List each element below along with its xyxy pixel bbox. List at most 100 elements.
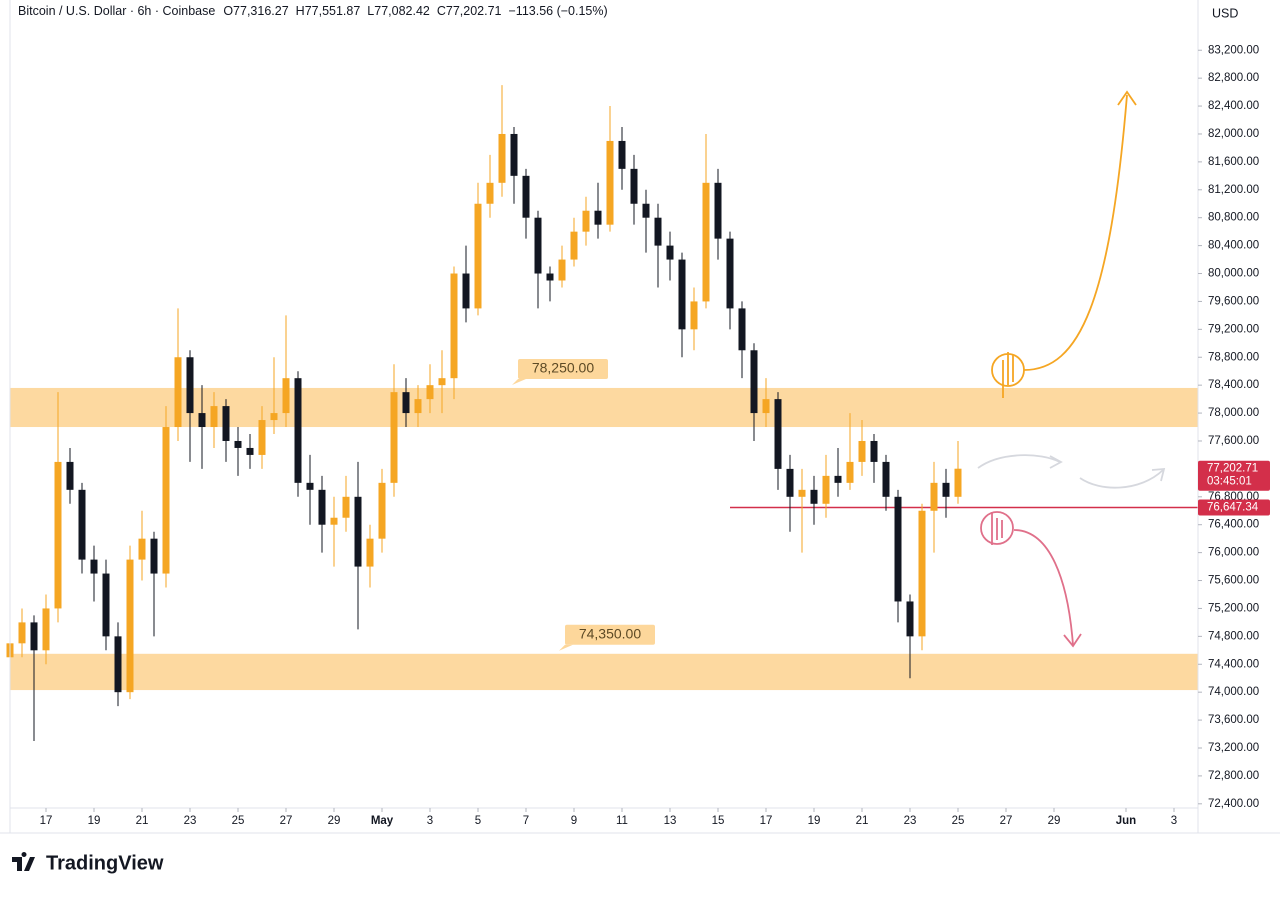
- candle-body: [594, 210, 602, 225]
- x-tick-label: 27: [280, 815, 293, 827]
- grey-arrowhead: [1049, 455, 1063, 469]
- candle-body: [258, 420, 266, 455]
- candle-body: [546, 273, 554, 281]
- candle-body: [942, 482, 950, 497]
- x-tick-label: 19: [808, 815, 821, 827]
- x-tick-label: 17: [760, 815, 773, 827]
- zone-label: 74,350.00: [579, 625, 641, 641]
- y-tick-label: 81,600.00: [1208, 156, 1259, 168]
- candle-body: [954, 468, 962, 497]
- candle-body: [798, 489, 806, 497]
- candle-body: [114, 636, 122, 693]
- y-tick-label: 83,200.00: [1208, 44, 1259, 56]
- candle-body: [42, 608, 50, 651]
- candle-body: [342, 496, 350, 518]
- candle-body: [102, 573, 110, 637]
- y-tick-label: 73,200.00: [1208, 742, 1259, 754]
- ohlc-value: 77,551.87: [305, 4, 361, 18]
- candle-body: [738, 308, 746, 351]
- logo: TradingView: [12, 851, 164, 874]
- candle-body: [18, 622, 26, 644]
- header: Bitcoin / U.S. Dollar · 6h · Coinbase O77…: [18, 4, 608, 18]
- ohlc-key: H: [296, 4, 305, 18]
- candle-body: [606, 140, 614, 225]
- x-tick-label: 7: [523, 815, 529, 827]
- candle-body: [150, 538, 158, 574]
- y-tick-label: 82,400.00: [1208, 100, 1259, 112]
- x-tick-label: 27: [1000, 815, 1013, 827]
- level-tag: [1198, 499, 1270, 516]
- x-tick-label: 9: [571, 815, 577, 827]
- candle-body: [702, 182, 710, 302]
- candle-body: [666, 245, 674, 260]
- orange-arrow: [1023, 94, 1128, 371]
- candle-body: [330, 517, 338, 525]
- candle-body: [822, 475, 830, 504]
- y-tick-label: 76,000.00: [1208, 547, 1259, 559]
- zones: 78,250.00 74,350.00: [10, 358, 1198, 691]
- candle-body: [678, 259, 686, 330]
- candle-body: [90, 559, 98, 574]
- candle-body: [234, 440, 242, 448]
- y-tick-label: 72,400.00: [1208, 798, 1259, 810]
- candle-body: [774, 399, 782, 469]
- x-tick-label: Jun: [1116, 815, 1136, 827]
- y-tick-label: 79,600.00: [1208, 295, 1259, 307]
- candle-body: [438, 378, 446, 386]
- red-arrow: [1013, 529, 1074, 646]
- ohlc-value: 77,316.27: [233, 4, 289, 18]
- y-tick-label: 80,000.00: [1208, 268, 1259, 280]
- x-tick-label: 25: [952, 815, 965, 827]
- candle-body: [126, 559, 134, 693]
- orange-arrowhead: [1117, 90, 1137, 106]
- candle-body: [174, 357, 182, 428]
- x-tick-label: 3: [427, 815, 433, 827]
- zone-label: 78,250.00: [532, 360, 594, 376]
- x-tick-label: 5: [475, 815, 481, 827]
- candle-body: [462, 273, 470, 309]
- candle-body: [30, 622, 38, 651]
- candle-body: [618, 140, 626, 169]
- ohlc-key: O: [223, 4, 233, 18]
- axes: 72,400.00 72,800.00 73,200.00 73,600.00 74,0…: [40, 44, 1270, 827]
- candle-body: [570, 231, 578, 260]
- x-tick-label: 17: [40, 815, 53, 827]
- candle-body: [246, 447, 254, 455]
- candle-body: [306, 482, 314, 490]
- candle-body: [846, 461, 854, 483]
- candle-body: [318, 489, 326, 525]
- candle-body: [66, 461, 74, 490]
- x-tick-label: 23: [184, 815, 197, 827]
- annotations: [977, 90, 1166, 648]
- zone-label-box: [565, 624, 655, 645]
- plot: [6, 85, 1198, 742]
- grey-arrow: [977, 454, 1061, 469]
- candle-body: [282, 378, 290, 414]
- y-tick-label: 75,600.00: [1208, 575, 1259, 587]
- candle-body: [474, 203, 482, 309]
- candle-body: [390, 392, 398, 483]
- y-tick-label: 78,400.00: [1208, 379, 1259, 391]
- candle-body: [486, 182, 494, 204]
- ohlc-value: 77,082.42: [374, 4, 430, 18]
- candle-body: [762, 399, 770, 414]
- x-tick-label: 29: [328, 815, 341, 827]
- candle-body: [810, 489, 818, 504]
- candle-body: [534, 217, 542, 274]
- x-tick-label: 23: [904, 815, 917, 827]
- candle-body: [558, 259, 566, 281]
- y-tick-label: 74,800.00: [1208, 630, 1259, 642]
- candle-body: [210, 406, 218, 428]
- candle-body: [414, 399, 422, 414]
- candle-body: [402, 392, 410, 414]
- candle-body: [630, 168, 638, 204]
- y-tick-label: 74,400.00: [1208, 658, 1259, 670]
- candle-body: [834, 475, 842, 483]
- candle-body: [750, 350, 758, 414]
- candle-body: [786, 468, 794, 497]
- red-arrowhead: [1063, 633, 1082, 648]
- y-tick-label: 76,400.00: [1208, 519, 1259, 531]
- candle-body: [870, 440, 878, 462]
- candle-body: [270, 413, 278, 421]
